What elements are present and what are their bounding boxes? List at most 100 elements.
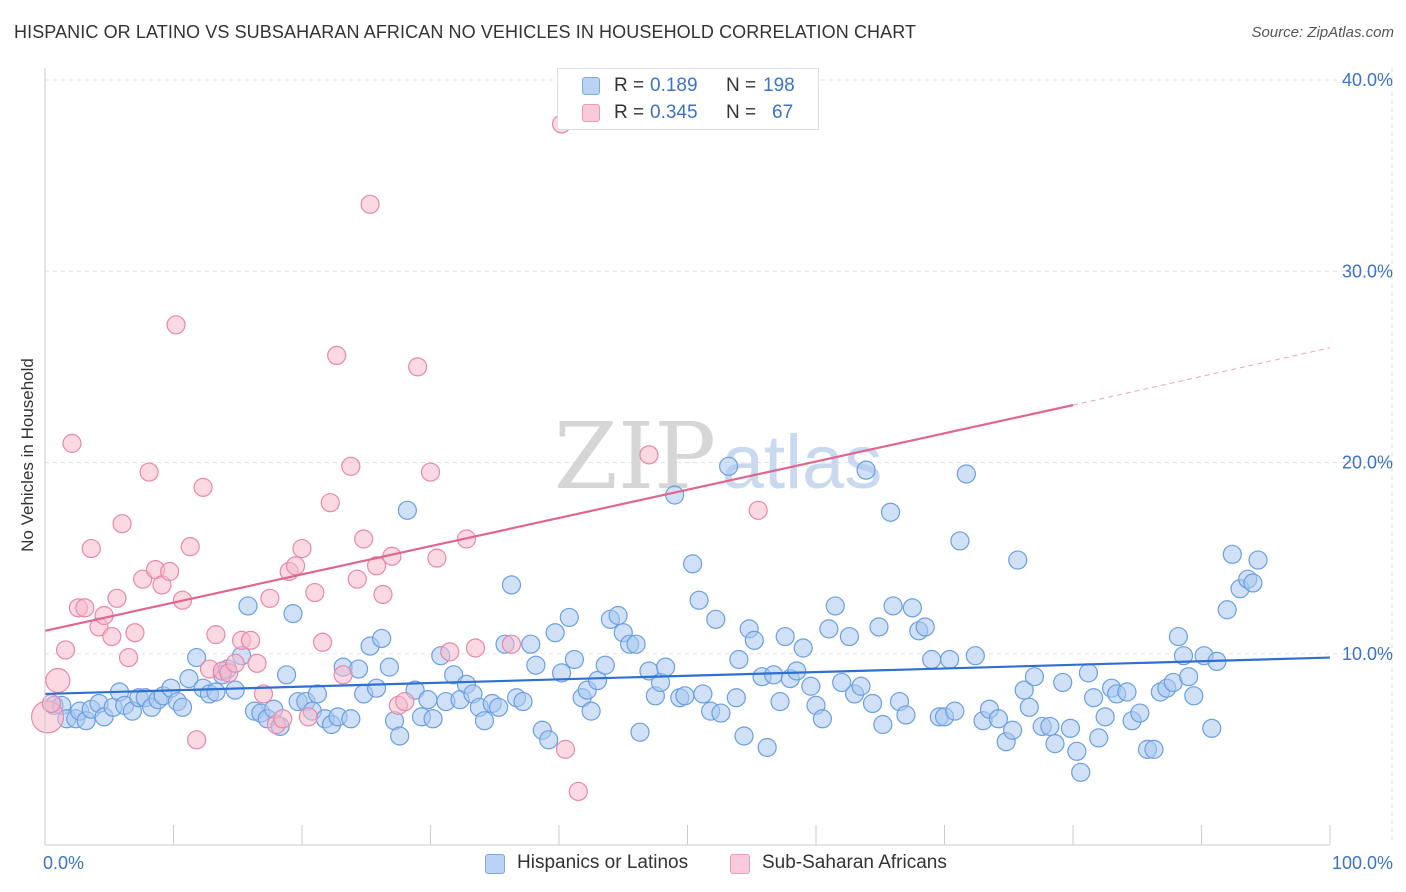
data-point-hispanics	[608, 605, 628, 626]
data-point-hispanics	[719, 456, 739, 476]
data-point-hispanics	[1168, 626, 1188, 647]
data-point-hispanics	[1095, 707, 1115, 727]
data-point-hispanics	[965, 646, 985, 666]
data-point-hispanics	[1217, 600, 1237, 620]
data-point-hispanics	[851, 676, 871, 696]
data-point-hispanics	[1130, 703, 1150, 723]
data-point-hispanics	[390, 726, 410, 746]
data-point-subsaharan	[118, 647, 139, 668]
data-point-hispanics	[880, 502, 901, 522]
data-point-subsaharan	[166, 315, 186, 335]
data-point-hispanics	[726, 688, 746, 708]
data-point-hispanics	[521, 634, 541, 654]
data-point-hispanics	[763, 665, 784, 685]
data-point-hispanics	[1045, 734, 1065, 754]
data-point-subsaharan	[639, 445, 659, 465]
data-point-subsaharan	[285, 556, 306, 576]
data-point-hispanics	[1060, 718, 1081, 738]
y-tick-label: 10.0%	[1342, 644, 1393, 664]
data-point-hispanics	[283, 603, 303, 624]
data-point-subsaharan	[373, 584, 393, 605]
data-point-subsaharan	[366, 556, 387, 576]
data-point-hispanics	[630, 722, 650, 742]
data-point-subsaharan	[45, 667, 71, 694]
data-point-hispanics	[179, 669, 199, 689]
data-point-hispanics	[1019, 697, 1039, 717]
data-point-hispanics	[341, 709, 361, 729]
data-point-hispanics	[770, 691, 790, 712]
chart-source: Source: ZipAtlas.com	[1251, 24, 1394, 41]
trend-line-hispanics	[44, 656, 1331, 696]
data-point-hispanics	[922, 649, 942, 670]
data-point-subsaharan	[75, 598, 95, 618]
data-point-subsaharan	[133, 569, 153, 589]
data-point-subsaharan	[273, 709, 293, 729]
data-point-hispanics	[689, 590, 709, 610]
data-point-hispanics	[1008, 550, 1028, 570]
data-point-hispanics	[379, 657, 399, 677]
data-point-subsaharan	[341, 456, 361, 476]
legend-r-value: 0.345	[650, 102, 698, 123]
trend-line-subsaharan	[44, 404, 1074, 632]
data-point-subsaharan	[253, 684, 274, 704]
data-point-hispanics	[956, 464, 976, 484]
data-point-hispanics	[734, 726, 754, 746]
data-point-hispanics	[869, 617, 889, 637]
data-point-subsaharan	[81, 538, 101, 559]
data-point-hispanics	[793, 638, 813, 658]
data-point-hispanics	[276, 665, 297, 685]
legend-label-subsaharan: Sub-Saharan Africans	[762, 852, 947, 873]
data-point-subsaharan	[225, 653, 245, 673]
data-point-hispanics	[564, 649, 585, 670]
data-point-hispanics	[1144, 739, 1164, 759]
data-point-hispanics	[744, 630, 764, 650]
data-point-subsaharan	[333, 665, 353, 685]
data-point-subsaharan	[55, 640, 76, 660]
data-point-hispanics	[862, 693, 883, 714]
data-point-hispanics	[1024, 667, 1045, 687]
data-point-subsaharan	[160, 561, 180, 582]
data-point-hispanics	[839, 626, 860, 647]
data-point-hispanics	[526, 655, 546, 675]
data-point-hispanics	[206, 682, 226, 702]
watermark: ZIP atlas	[554, 403, 882, 510]
data-point-hispanics	[950, 531, 970, 551]
data-point-hispanics	[172, 697, 193, 717]
data-point-hispanics	[513, 691, 533, 712]
data-point-subsaharan	[125, 623, 145, 643]
axes: 10.0% 20.0% 30.0% 40.0% 0.0% 100.0%	[43, 68, 1393, 873]
data-point-hispanics	[693, 684, 713, 704]
data-point-hispanics	[706, 609, 726, 629]
data-point-subsaharan	[260, 588, 280, 608]
data-point-hispanics	[418, 690, 438, 710]
data-point-subsaharan	[568, 781, 588, 802]
data-point-subsaharan	[354, 529, 374, 549]
data-point-hispanics	[1003, 720, 1023, 740]
series-legend: Hispanics or Latinos Sub-Saharan African…	[0, 850, 1406, 880]
watermark-zip: ZIP	[554, 403, 716, 510]
data-point-hispanics	[1179, 667, 1199, 687]
data-point-hispanics	[787, 661, 807, 681]
data-point-hispanics	[545, 623, 565, 643]
data-point-hispanics	[1117, 682, 1137, 702]
data-point-hispanics	[1248, 550, 1268, 570]
data-point-hispanics	[896, 705, 916, 725]
data-point-hispanics	[675, 686, 695, 706]
data-point-subsaharan	[206, 625, 226, 645]
data-point-hispanics	[501, 575, 522, 595]
data-point-subsaharan	[62, 433, 82, 453]
legend-swatch-blue	[582, 77, 600, 95]
data-point-hispanics	[915, 617, 935, 637]
data-point-subsaharan	[395, 691, 415, 712]
data-point-subsaharan	[139, 462, 159, 482]
legend-n-label: N =	[726, 75, 757, 96]
data-point-hispanics	[1071, 762, 1091, 782]
data-point-subsaharan	[305, 582, 325, 603]
data-point-hispanics	[1078, 663, 1099, 683]
data-point-hispanics	[711, 703, 731, 723]
data-point-hispanics	[883, 596, 903, 616]
data-point-hispanics	[397, 500, 417, 520]
correlation-legend: R = 0.189 N = 198 R = 0.345 N = 67	[557, 68, 819, 130]
data-point-subsaharan	[247, 653, 267, 673]
data-point-hispanics	[551, 663, 572, 683]
